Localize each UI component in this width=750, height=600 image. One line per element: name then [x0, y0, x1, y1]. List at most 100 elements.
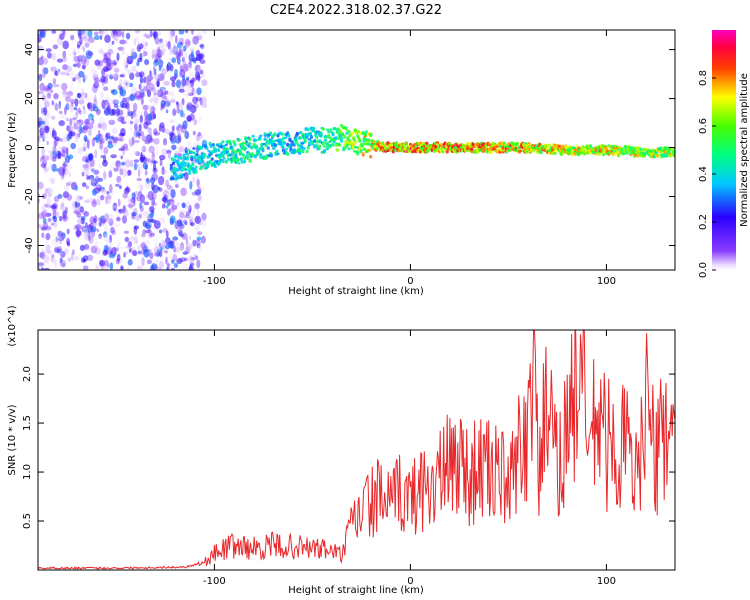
spectrogram-noise-cell: [146, 138, 152, 145]
spectrogram-trace-cell: [404, 141, 408, 146]
spectrogram-noise-cell: [112, 137, 119, 141]
y-tick-label: 2.0: [22, 366, 33, 382]
spectrogram-noise-cell: [98, 30, 104, 35]
spectrogram-trace-cell: [345, 128, 349, 132]
spectrogram-trace-cell: [294, 140, 298, 145]
spectrogram-trace-cell: [200, 159, 205, 164]
spectrogram-noise-cell: [84, 231, 91, 241]
spectrogram-noise-cell: [38, 102, 42, 110]
spectrogram-noise-cell: [57, 153, 63, 157]
spectrogram-noise-cell: [109, 74, 114, 80]
spectrogram-noise-cell: [119, 167, 127, 171]
spectrogram-trace-cell: [306, 146, 310, 150]
spectrogram-noise-cell: [195, 64, 201, 72]
spectrogram-noise-cell: [38, 91, 43, 95]
spectrogram-noise-cell: [66, 147, 69, 157]
spectrogram-noise-cell: [154, 246, 161, 254]
spectrogram-noise-cell: [155, 146, 159, 155]
spectrogram-noise-cell: [59, 203, 65, 211]
spectrogram-noise-cell: [149, 98, 153, 103]
colorbar-gradient: [712, 30, 736, 270]
spectrogram-trace-cell: [301, 149, 305, 154]
spectrogram-noise-cell: [84, 137, 88, 143]
spectrogram-noise-cell: [72, 120, 78, 125]
chart-title: C2E4.2022.318.02.37.G22: [270, 3, 442, 18]
spectrogram-noise-cell: [122, 78, 128, 86]
spectrogram-noise-cell: [157, 30, 162, 36]
spectrogram-noise-cell: [66, 91, 73, 97]
spectrogram-trace-cell: [251, 134, 255, 138]
spectrogram-trace-cell: [301, 142, 305, 145]
x-tick-label: -100: [203, 276, 226, 287]
spectrogram-trace-cell: [217, 148, 221, 153]
spectrogram-noise-cell: [110, 98, 117, 105]
spectrogram-noise-cell: [104, 67, 111, 72]
spectrogram-noise-cell: [144, 139, 151, 145]
spectrogram-noise-cell: [115, 247, 119, 252]
spectrogram-noise-cell: [134, 215, 141, 222]
snr-x-axis-label: Height of straight line (km): [288, 585, 424, 596]
spectrogram-trace-cell: [181, 160, 185, 163]
spectrogram-noise-cell: [182, 45, 187, 52]
spectrogram-noise-cell: [91, 138, 96, 147]
spectrogram-noise-cell: [77, 119, 84, 126]
spectrogram-noise-cell: [137, 41, 141, 49]
spectrogram-noise-cell: [116, 107, 120, 117]
spectrogram-trace-cell: [367, 138, 371, 143]
spectrogram-noise-cell: [146, 79, 152, 86]
spectrogram-noise-cell: [197, 231, 203, 236]
spectrogram-noise-cell: [102, 249, 108, 256]
spectrogram-noise-cell: [115, 160, 121, 168]
spectrogram-noise-cell: [42, 155, 50, 162]
spectrogram-noise-cell: [136, 95, 142, 101]
spectrogram-noise-cell: [181, 56, 185, 63]
spectrogram-noise-cell: [123, 208, 129, 218]
spectrogram-noise-cell: [132, 112, 139, 118]
spectrogram-trace-cell: [199, 145, 204, 150]
spectrogram-noise-cell: [96, 198, 101, 206]
spectrogram-noise-cell: [170, 50, 174, 54]
spectrogram-noise-cell: [192, 239, 197, 247]
spectrogram-noise-cell: [140, 210, 145, 219]
spectrogram-noise-cell: [70, 81, 74, 91]
spectrogram-noise-cell: [46, 250, 52, 254]
spectrogram-noise-cell: [96, 228, 100, 233]
spectrogram-trace-cell: [369, 132, 373, 137]
spectrogram-trace-cell: [271, 134, 275, 139]
spectrogram-noise-cell: [55, 168, 60, 172]
spectrogram-noise-cell: [72, 77, 77, 82]
spectrogram-noise-cell: [165, 127, 170, 136]
spectrogram-noise-cell: [97, 177, 104, 182]
spectrogram-noise-cell: [116, 216, 121, 222]
spectrogram-trace-cell: [180, 175, 184, 179]
spectrogram-trace-cell: [229, 142, 233, 146]
spectrogram-frame: [37, 29, 676, 271]
spectrogram-noise-cell: [111, 40, 115, 45]
spectrogram-noise-cell: [77, 133, 81, 138]
spectrogram-noise-cell: [123, 59, 128, 69]
spectrogram-noise-cell: [182, 251, 188, 255]
spectrogram-noise-cell: [99, 141, 104, 150]
spectrogram-noise-cell: [51, 238, 56, 246]
spectrogram-noise-cell: [133, 197, 136, 207]
spectrogram-noise-cell: [127, 241, 132, 248]
x-tick-label: -100: [203, 576, 226, 587]
spectrogram-noise-cell: [178, 30, 185, 35]
spectrogram-noise-cell: [146, 34, 151, 39]
spectrogram-noise-cell: [76, 49, 81, 54]
spectrogram-noise-cell: [72, 63, 78, 67]
spectrogram-noise-cell: [74, 98, 79, 107]
spectrogram-noise-cell: [116, 116, 121, 122]
spectrogram-noise-cell: [40, 163, 47, 169]
spectrogram-noise-cell: [177, 41, 183, 49]
spectrogram-noise-cell: [88, 122, 94, 130]
spectrogram-noise-cell: [72, 48, 76, 58]
spectrogram-noise-cell: [83, 34, 90, 42]
spectrogram-noise-cell: [61, 201, 65, 208]
spectrogram-noise-cell: [131, 136, 135, 146]
spectrogram-noise-cell: [117, 84, 123, 91]
spectrogram-trace-cell: [294, 138, 298, 142]
spectrogram-noise-cell: [119, 78, 122, 88]
spectrogram-noise-cell: [127, 111, 134, 117]
spectrogram-noise-cell: [113, 73, 119, 81]
